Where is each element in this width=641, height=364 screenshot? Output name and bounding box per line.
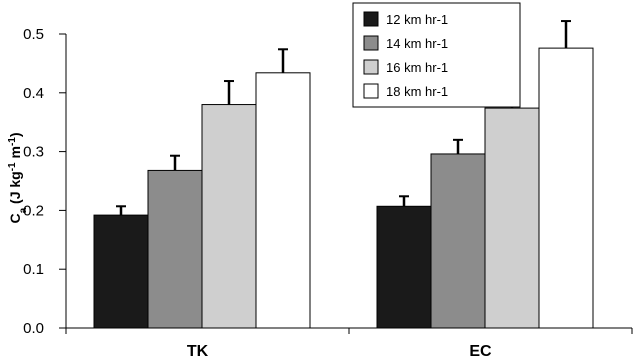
legend-label: 14 km hr-1 [386,36,448,51]
y-tick-label: 0.0 [23,320,44,337]
y-tick-label: 0.4 [23,85,44,102]
legend-label: 18 km hr-1 [386,84,448,99]
bar-ec-series-4 [538,47,594,329]
y-axis-title: Ca (J kg-1 m-1) [7,132,29,223]
bar-ec-series-3 [484,107,540,329]
y-tick-label: 0.3 [23,144,44,161]
x-category-label: EC [469,343,492,360]
bars [93,47,594,329]
legend-label: 12 km hr-1 [386,12,448,27]
y-tick-label: 0.1 [23,261,44,278]
y-tick-labels: 0.0 0.1 0.2 0.3 0.4 0.5 [23,26,44,337]
bar-tk-series-4 [255,72,311,329]
legend-box [352,2,521,108]
legend-label: 16 km hr-1 [386,60,448,75]
x-category-label: TK [187,343,209,360]
legend-swatch [363,35,379,51]
x-category-labels: TK EC [187,343,492,360]
legend-swatch [363,11,379,27]
y-tick-label: 0.2 [23,202,44,219]
bar-ec-series-1 [376,205,432,329]
y-tick-label: 0.5 [23,26,44,43]
legend-swatch [363,83,379,99]
bar-tk-series-2 [147,169,203,329]
bar-tk-series-1 [93,214,149,329]
legend-swatch [363,59,379,75]
bar-tk-series-3 [201,104,257,329]
y-axis-title-text: Ca (J kg-1 m-1) [7,132,29,223]
bar-ec-series-2 [430,153,486,329]
legend: 12 km hr-1 14 km hr-1 16 km hr-1 18 km hr-1 [352,2,521,108]
